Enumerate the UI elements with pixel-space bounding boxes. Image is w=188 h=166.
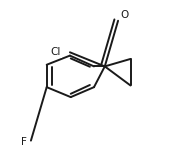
Text: F: F: [21, 137, 27, 147]
Text: Cl: Cl: [50, 47, 61, 57]
Text: O: O: [121, 10, 129, 20]
